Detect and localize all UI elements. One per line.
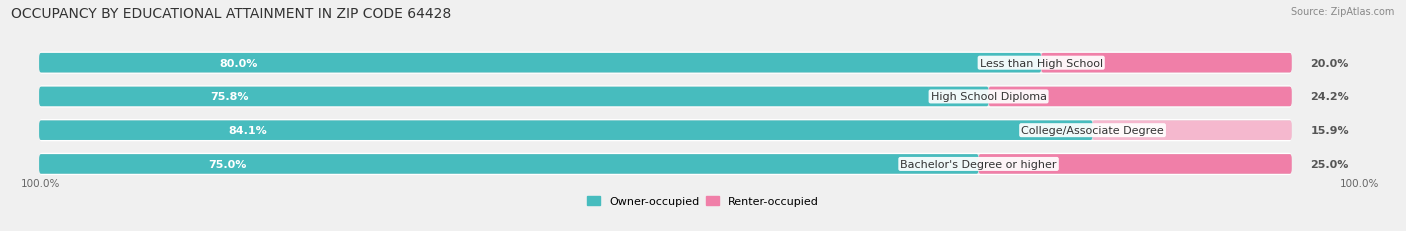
FancyBboxPatch shape	[39, 86, 1292, 108]
FancyBboxPatch shape	[39, 119, 1292, 142]
Text: 24.2%: 24.2%	[1310, 92, 1350, 102]
FancyBboxPatch shape	[39, 153, 1292, 175]
FancyBboxPatch shape	[1042, 54, 1292, 73]
FancyBboxPatch shape	[988, 87, 1292, 107]
Text: OCCUPANCY BY EDUCATIONAL ATTAINMENT IN ZIP CODE 64428: OCCUPANCY BY EDUCATIONAL ATTAINMENT IN Z…	[11, 7, 451, 21]
Text: 75.0%: 75.0%	[208, 159, 246, 169]
Text: 75.8%: 75.8%	[209, 92, 249, 102]
Text: 25.0%: 25.0%	[1310, 159, 1348, 169]
Text: High School Diploma: High School Diploma	[931, 92, 1046, 102]
FancyBboxPatch shape	[39, 121, 1292, 140]
Text: Less than High School: Less than High School	[980, 58, 1102, 68]
FancyBboxPatch shape	[39, 54, 1292, 73]
FancyBboxPatch shape	[39, 52, 1292, 75]
Text: 80.0%: 80.0%	[219, 58, 257, 68]
FancyBboxPatch shape	[39, 54, 1042, 73]
FancyBboxPatch shape	[979, 155, 1292, 174]
FancyBboxPatch shape	[1092, 121, 1292, 140]
Text: Source: ZipAtlas.com: Source: ZipAtlas.com	[1291, 7, 1395, 17]
Text: Bachelor's Degree or higher: Bachelor's Degree or higher	[900, 159, 1057, 169]
Text: 100.0%: 100.0%	[20, 179, 59, 188]
FancyBboxPatch shape	[39, 155, 1292, 174]
FancyBboxPatch shape	[39, 155, 979, 174]
FancyBboxPatch shape	[39, 87, 1292, 107]
Text: 100.0%: 100.0%	[1340, 179, 1379, 188]
Text: College/Associate Degree: College/Associate Degree	[1021, 126, 1164, 136]
Text: 20.0%: 20.0%	[1310, 58, 1348, 68]
Legend: Owner-occupied, Renter-occupied: Owner-occupied, Renter-occupied	[582, 191, 824, 210]
Text: 84.1%: 84.1%	[229, 126, 267, 136]
FancyBboxPatch shape	[39, 87, 988, 107]
Text: 15.9%: 15.9%	[1310, 126, 1350, 136]
FancyBboxPatch shape	[39, 121, 1092, 140]
